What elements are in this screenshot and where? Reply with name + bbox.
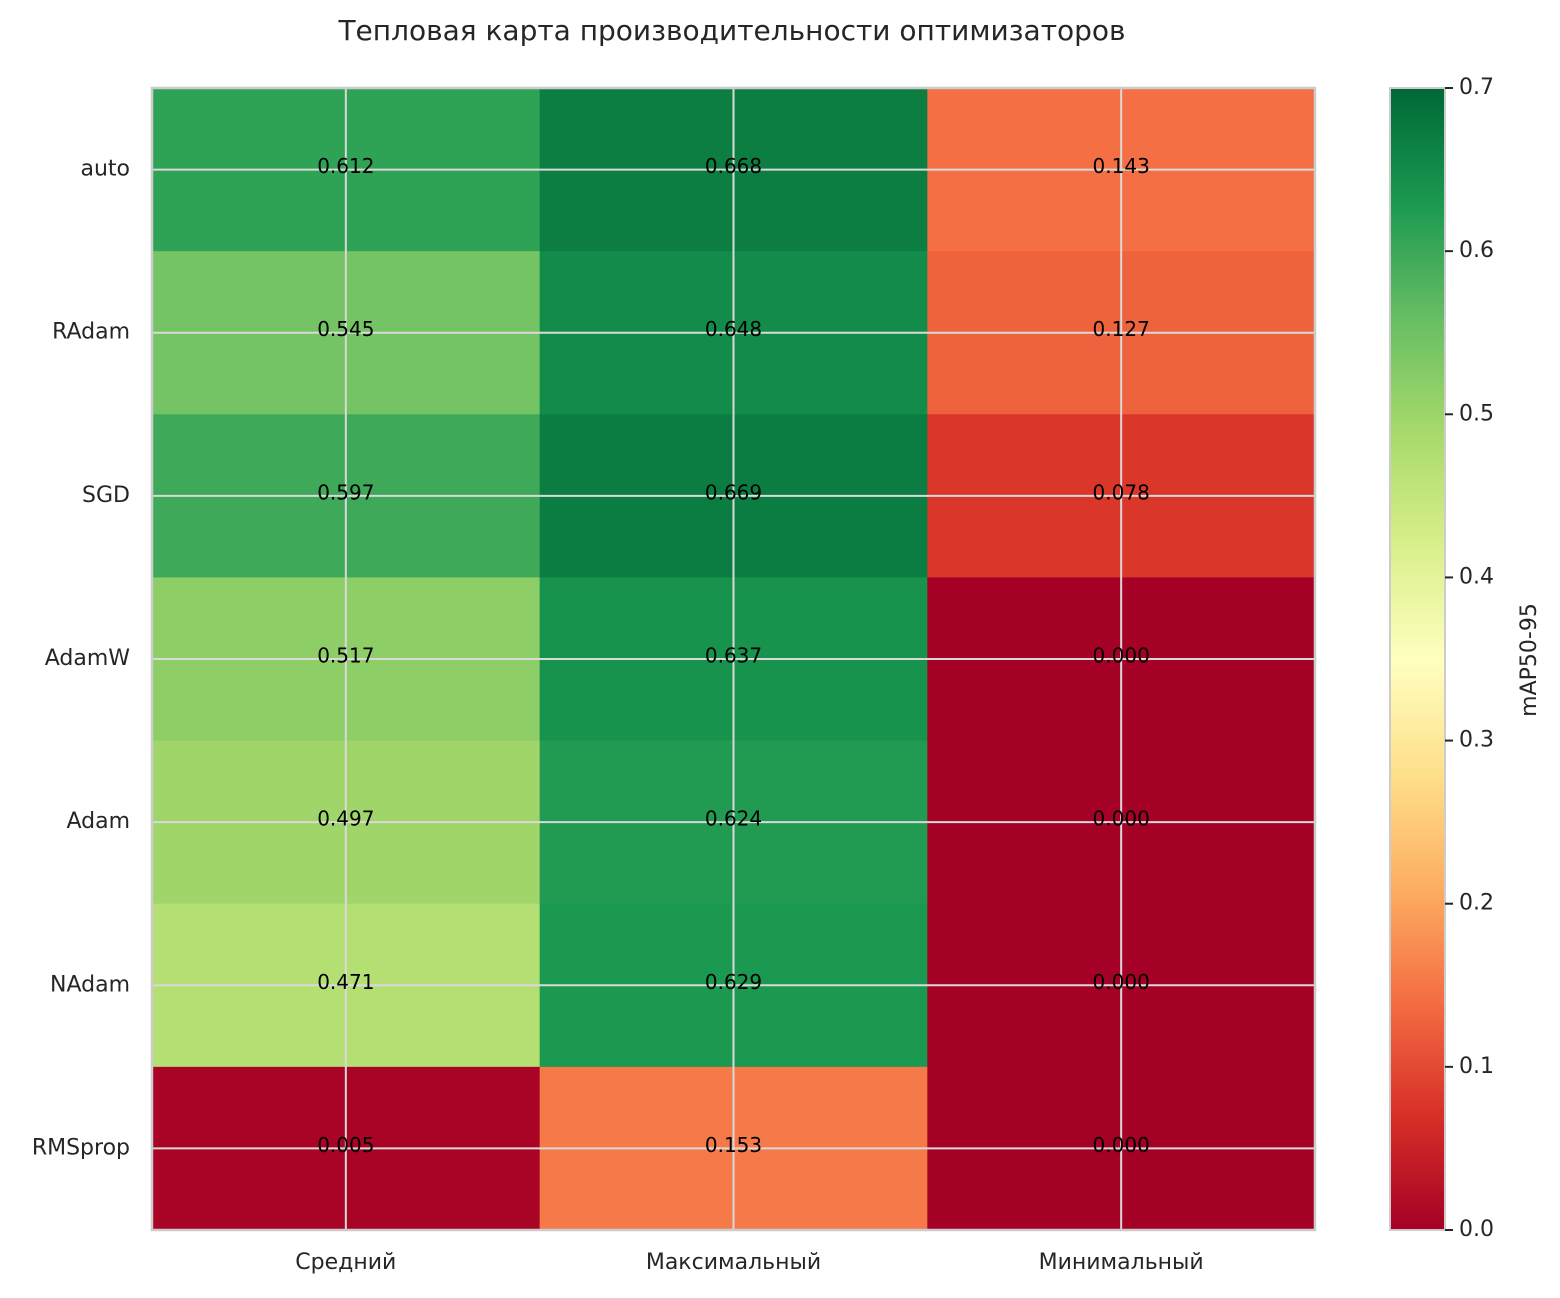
y-tick-label: AdamW: [45, 646, 131, 671]
x-tick-label: Минимальный: [1039, 1250, 1204, 1275]
colorbar-tick-label: 0.6: [1459, 238, 1494, 263]
value-label: 0.000: [1093, 807, 1150, 831]
colorbar-tick-label: 0.2: [1459, 891, 1494, 916]
value-label: 0.668: [705, 154, 762, 178]
value-label: 0.000: [1093, 1133, 1150, 1157]
value-label: 0.629: [705, 970, 762, 994]
value-label: 0.612: [317, 154, 374, 178]
colorbar-label: mAP50-95: [1517, 603, 1542, 717]
value-label: 0.143: [1093, 154, 1150, 178]
colorbar: [1389, 87, 1446, 1231]
value-label: 0.000: [1093, 970, 1150, 994]
value-label: 0.127: [1093, 317, 1150, 341]
value-label: 0.624: [705, 807, 762, 831]
y-tick-label: auto: [80, 157, 130, 182]
value-label: 0.637: [705, 644, 762, 668]
value-label: 0.648: [705, 317, 762, 341]
y-tick-label: NAdam: [50, 972, 130, 997]
colorbar-tick-label: 0.7: [1459, 75, 1494, 100]
colorbar-tick-label: 0.4: [1459, 564, 1494, 589]
y-tick-label: SGD: [82, 483, 130, 508]
value-label: 0.669: [705, 480, 762, 504]
x-tick-label: Средний: [295, 1250, 396, 1275]
y-tick-label: RMSprop: [32, 1135, 130, 1160]
plot-frame: [150, 86, 1317, 1232]
value-label: 0.078: [1093, 480, 1150, 504]
value-label: 0.153: [705, 1133, 762, 1157]
y-tick-label: RAdam: [52, 320, 130, 345]
value-label: 0.517: [317, 644, 374, 668]
value-label: 0.545: [317, 317, 374, 341]
colorbar-tick-label: 0.1: [1459, 1054, 1494, 1079]
colorbar-tick-label: 0.3: [1459, 728, 1494, 753]
colorbar-tick-label: 0.5: [1459, 401, 1494, 426]
chart-title: Тепловая карта производительности оптими…: [337, 14, 1125, 47]
value-label: 0.005: [317, 1133, 374, 1157]
value-label: 0.597: [317, 480, 374, 504]
value-label: 0.000: [1093, 644, 1150, 668]
value-label: 0.471: [317, 970, 374, 994]
value-label: 0.497: [317, 807, 374, 831]
x-tick-label: Максимальный: [646, 1250, 821, 1275]
colorbar-tick-label: 0.0: [1459, 1217, 1494, 1242]
y-tick-label: Adam: [66, 809, 130, 834]
